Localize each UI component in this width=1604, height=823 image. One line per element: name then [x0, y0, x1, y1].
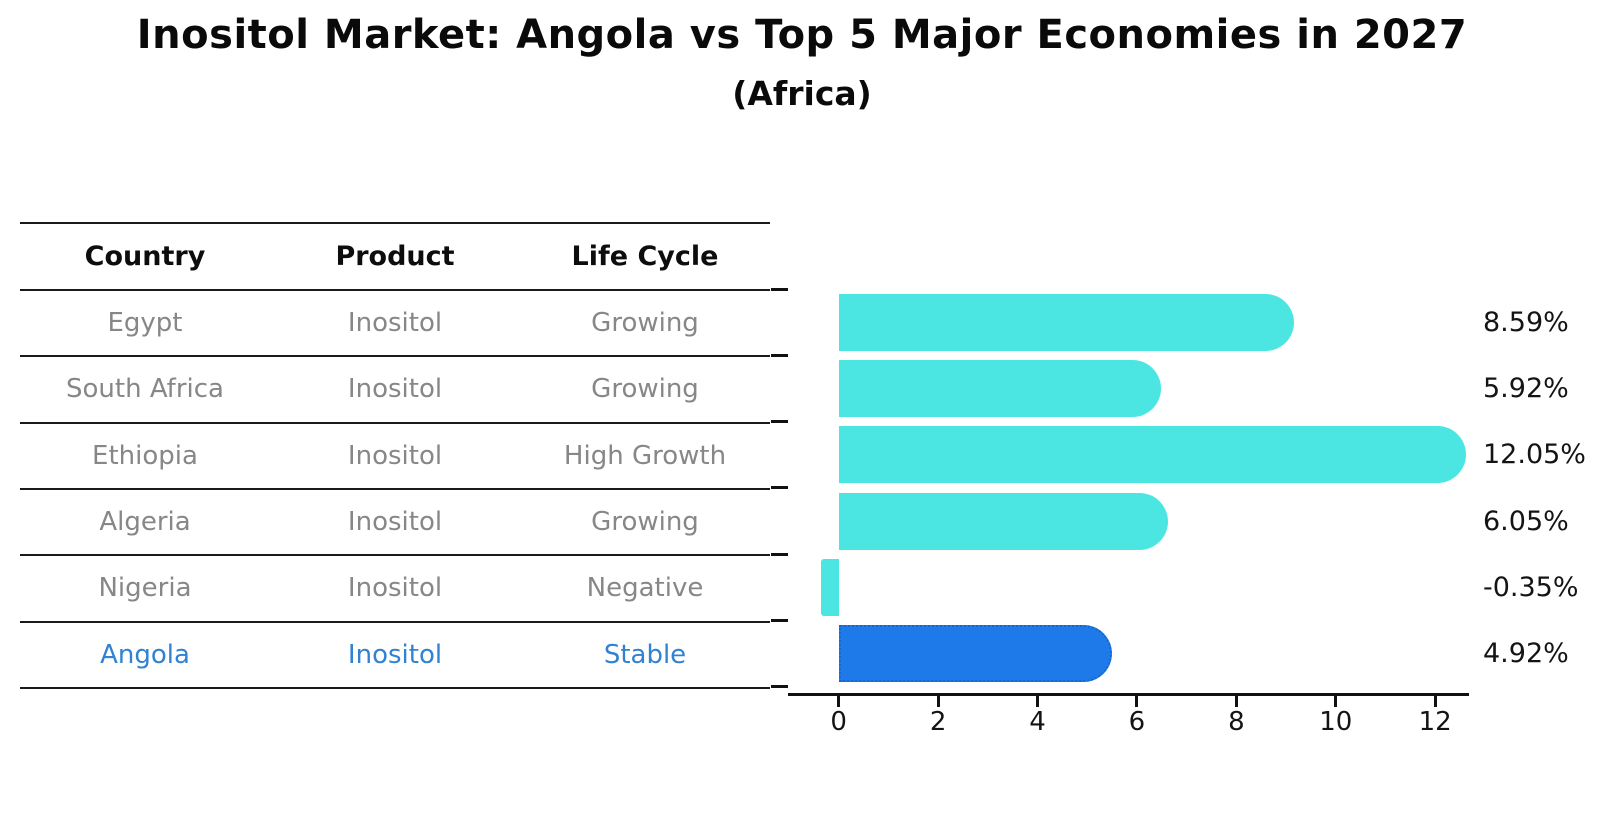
- bar-angola: [838, 625, 1112, 683]
- table-rows: Egypt Inositol Growing South Africa Inos…: [20, 291, 770, 689]
- y-tick-mark: [771, 353, 788, 357]
- bar-algeria: [838, 492, 1168, 550]
- cell-country: South Africa: [66, 374, 224, 405]
- table-row: Nigeria Inositol Negative: [20, 556, 770, 623]
- value-label: -0.35%: [1483, 571, 1579, 603]
- x-tick-mark: [1234, 696, 1238, 707]
- cell-life-cycle: Stable: [603, 639, 687, 670]
- x-tick-mark: [1036, 696, 1040, 707]
- cell-life-cycle: Growing: [591, 308, 699, 339]
- header-country: Country: [84, 241, 206, 272]
- y-tick-mark: [771, 486, 788, 490]
- value-label: 8.59%: [1483, 306, 1569, 338]
- x-tick-mark: [936, 696, 940, 707]
- chart-title: Inositol Market: Angola vs Top 5 Major E…: [136, 12, 1468, 58]
- cell-life-cycle: Negative: [586, 573, 704, 604]
- bar-nigeria: [821, 558, 839, 616]
- y-tick-mark: [771, 619, 788, 623]
- x-tick-label: 12: [1418, 707, 1452, 737]
- bar-south-africa: [838, 359, 1162, 417]
- table-row: Angola Inositol Stable: [20, 623, 770, 689]
- cell-product: Inositol: [347, 507, 443, 538]
- cell-product: Inositol: [347, 374, 443, 405]
- cell-product: Inositol: [347, 308, 443, 339]
- country-table: Country Product Life Cycle Egypt Inosito…: [20, 222, 770, 689]
- bar-ethiopia: [838, 426, 1467, 484]
- x-axis-line: [788, 693, 1469, 696]
- header-life-cycle: Life Cycle: [571, 241, 719, 272]
- cell-product: Inositol: [347, 639, 443, 670]
- x-tick-label: 8: [1228, 707, 1245, 737]
- value-label: 4.92%: [1483, 638, 1569, 670]
- table-row: Egypt Inositol Growing: [20, 291, 770, 358]
- table-header-row: Country Product Life Cycle: [20, 224, 770, 291]
- cell-life-cycle: Growing: [591, 507, 699, 538]
- cell-country: Algeria: [99, 507, 191, 538]
- header-product: Product: [335, 241, 455, 272]
- x-tick-label: 10: [1319, 707, 1353, 737]
- y-tick-mark: [771, 685, 788, 689]
- x-tick-mark: [837, 696, 841, 707]
- value-label: 6.05%: [1483, 505, 1569, 537]
- table-row: Ethiopia Inositol High Growth: [20, 424, 770, 490]
- cell-life-cycle: Growing: [591, 374, 699, 405]
- x-tick-label: 6: [1128, 707, 1146, 737]
- value-label: 5.92%: [1483, 372, 1569, 404]
- x-tick-mark: [1135, 696, 1139, 707]
- cell-country: Nigeria: [98, 573, 192, 604]
- y-tick-mark: [771, 552, 788, 556]
- cell-product: Inositol: [347, 573, 443, 604]
- bar-egypt: [838, 293, 1295, 351]
- cell-country: Ethiopia: [92, 440, 198, 471]
- chart-subtitle: (Africa): [732, 74, 872, 113]
- x-tick-mark: [1433, 696, 1437, 707]
- table-row: Algeria Inositol Growing: [20, 490, 770, 557]
- y-tick-mark: [771, 287, 788, 291]
- cell-country: Angola: [100, 639, 190, 670]
- table-row: South Africa Inositol Growing: [20, 357, 770, 424]
- x-tick-label: 2: [929, 707, 947, 737]
- y-tick-mark: [771, 420, 788, 424]
- x-tick-label: 0: [830, 707, 847, 737]
- value-label: 12.05%: [1483, 439, 1586, 471]
- x-tick-label: 4: [1029, 707, 1046, 737]
- cell-product: Inositol: [347, 440, 443, 471]
- cell-country: Egypt: [107, 308, 183, 339]
- x-tick-mark: [1334, 696, 1338, 707]
- bar-chart-plot-area: 0 2 4 6 8 10 12 8.59% 5.92% 12.05% 6.05% -0.35% 4.92…: [771, 287, 1586, 737]
- cell-life-cycle: High Growth: [563, 440, 727, 471]
